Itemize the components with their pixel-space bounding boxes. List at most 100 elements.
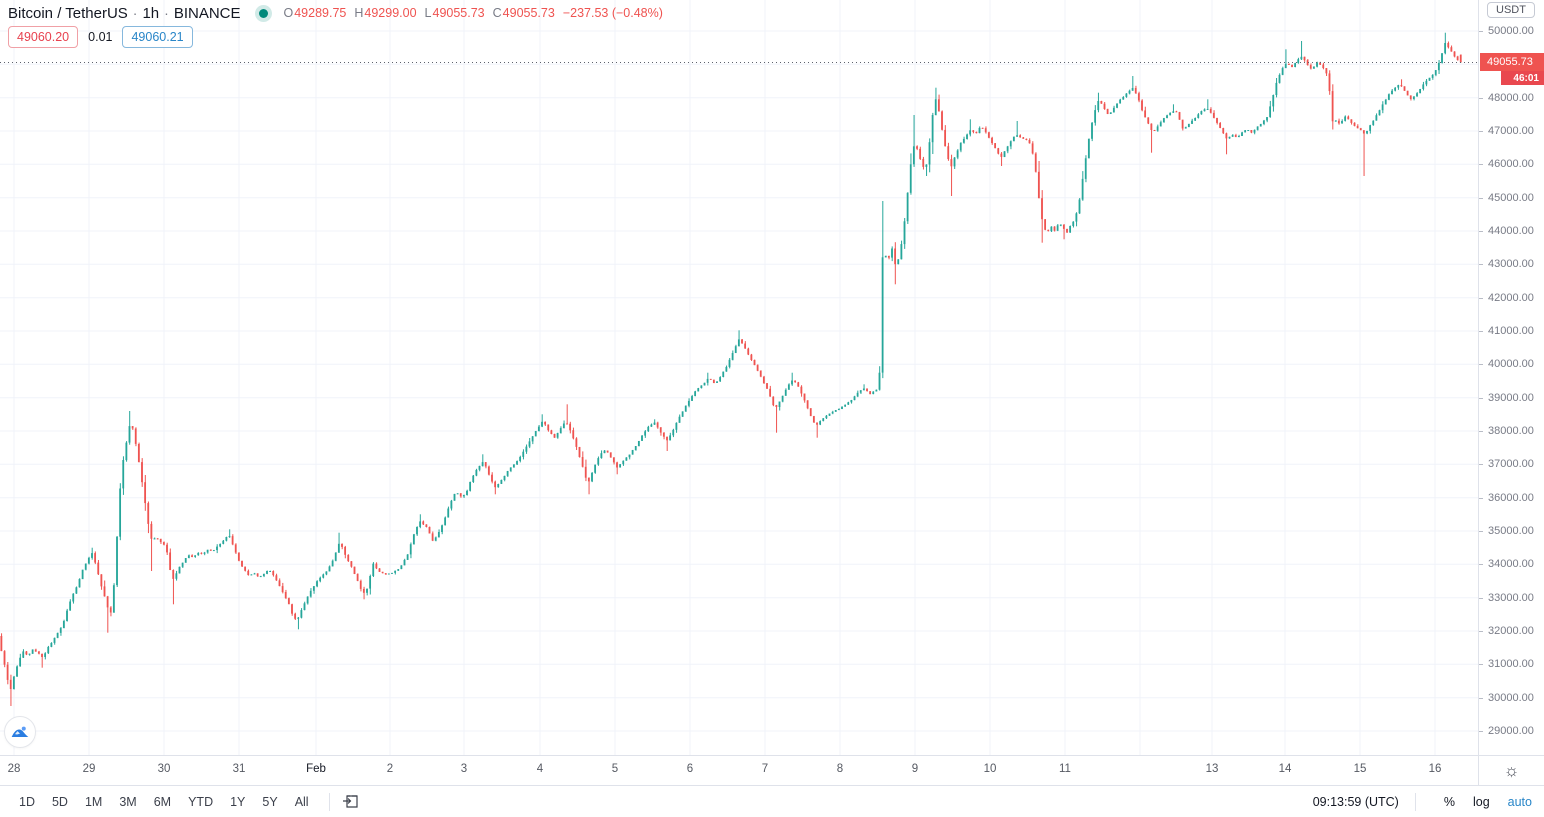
candlestick-chart[interactable] <box>0 0 1478 755</box>
range-button-1m[interactable]: 1M <box>84 794 103 809</box>
price-axis-tick <box>1479 498 1483 499</box>
time-axis-label: 11 <box>1059 763 1071 775</box>
legend-separator: · <box>164 5 169 21</box>
price-axis-label: 48000.00 <box>1488 92 1534 104</box>
close-value: 49055.73 <box>502 6 555 20</box>
price-axis-label: 37000.00 <box>1488 458 1534 470</box>
price-axis-label: 34000.00 <box>1488 558 1534 570</box>
time-axis-label: 2 <box>386 763 394 775</box>
log-scale-button[interactable]: log <box>1472 794 1490 809</box>
currency-toggle-button[interactable]: USDT <box>1487 2 1535 18</box>
price-axis-tick <box>1479 398 1483 399</box>
time-axis[interactable]: 28 29 30 31 Feb 2 3 4 5 6 7 8 9 10 11 13 14 15 16 <box>0 755 1478 785</box>
range-button-3m[interactable]: 3M <box>119 794 137 809</box>
price-axis-label: 41000.00 <box>1488 325 1534 337</box>
toolbar-divider <box>328 792 330 811</box>
time-axis-label: 8 <box>836 763 844 775</box>
price-axis-label: 38000.00 <box>1488 425 1534 437</box>
price-axis-tick <box>1479 631 1483 632</box>
price-axis-label: 43000.00 <box>1488 258 1534 270</box>
percent-scale-button[interactable]: % <box>1443 794 1455 809</box>
price-axis-label: 50000.00 <box>1488 25 1534 37</box>
price-axis-tick <box>1479 431 1483 432</box>
price-axis-tick <box>1479 164 1483 165</box>
time-axis-label: 13 <box>1205 763 1219 775</box>
time-display[interactable]: 09:13:59 (UTC) <box>1312 794 1399 809</box>
auto-scale-button[interactable]: auto <box>1507 794 1532 809</box>
candle-countdown-badge: 46:01 <box>1501 71 1544 85</box>
tradingview-logo-button[interactable] <box>4 716 36 748</box>
price-axis-label: 47000.00 <box>1488 125 1534 137</box>
price-axis-tick <box>1479 598 1483 599</box>
price-axis-tick <box>1479 364 1483 365</box>
symbol-title[interactable]: Bitcoin / TetherUS <box>8 4 128 22</box>
time-axis-label: 16 <box>1428 763 1442 775</box>
time-axis-label: 15 <box>1353 763 1367 775</box>
range-button-5d[interactable]: 5D <box>51 794 68 809</box>
calendar-arrow-icon <box>342 795 358 808</box>
price-axis-label: 42000.00 <box>1488 292 1534 304</box>
chart-pane[interactable] <box>0 0 1478 755</box>
time-axis-label: 4 <box>536 763 544 775</box>
price-axis-label: 29000.00 <box>1488 725 1534 737</box>
close-label: C <box>492 6 502 20</box>
price-axis-tick <box>1479 464 1483 465</box>
price-axis-tick <box>1479 298 1483 299</box>
price-axis-tick <box>1479 131 1483 132</box>
time-axis-label: 5 <box>611 763 619 775</box>
price-axis-label: 46000.00 <box>1488 158 1534 170</box>
open-value: 49289.75 <box>294 6 347 20</box>
price-axis-label: 35000.00 <box>1488 525 1534 537</box>
chart-settings-gear-icon[interactable]: ☼ <box>1503 761 1520 780</box>
range-button-1y[interactable]: 1Y <box>230 794 246 809</box>
time-axis-label: 31 <box>232 763 246 775</box>
price-axis-label: 30000.00 <box>1488 692 1534 704</box>
time-axis-label: 3 <box>460 763 468 775</box>
high-label: H <box>354 6 364 20</box>
price-axis-label: 45000.00 <box>1488 192 1534 204</box>
price-axis-label: 33000.00 <box>1488 592 1534 604</box>
low-value: 49055.73 <box>432 6 485 20</box>
open-label: O <box>283 6 294 20</box>
price-axis-tick <box>1479 698 1483 699</box>
market-status-dot-icon <box>258 8 268 18</box>
price-axis-label: 39000.00 <box>1488 392 1534 404</box>
sell-button[interactable]: 49060.20 <box>8 26 79 48</box>
buy-button[interactable]: 49060.21 <box>122 26 193 48</box>
price-axis-label: 32000.00 <box>1488 625 1534 637</box>
price-axis-tick <box>1479 531 1483 532</box>
price-axis-tick <box>1479 731 1483 732</box>
go-to-date-button[interactable] <box>342 793 359 810</box>
symbol-legend[interactable]: Bitcoin / TetherUS · 1h · BINANCE O 49289… <box>8 4 663 22</box>
time-axis-label: Feb <box>306 763 326 775</box>
price-axis-tick <box>1479 31 1483 32</box>
price-axis-label: 36000.00 <box>1488 492 1534 504</box>
price-axis[interactable]: USDT 49055.73 46:01 29000.00 30000.00 3100… <box>1478 0 1544 755</box>
bottom-toolbar: 1D 5D 1M 3M 6M YTD 1Y 5Y All 09:13:59 (UTC) % lo… <box>0 785 1544 817</box>
range-button-all[interactable]: All <box>294 794 309 809</box>
range-button-ytd[interactable]: YTD <box>188 794 214 809</box>
time-axis-label: 30 <box>157 763 171 775</box>
range-button-5y[interactable]: 5Y <box>262 794 278 809</box>
price-axis-label: 40000.00 <box>1488 358 1534 370</box>
price-axis-tick <box>1479 231 1483 232</box>
range-button-6m[interactable]: 6M <box>153 794 172 809</box>
change-value: −237.53 (−0.48%) <box>562 6 663 20</box>
time-axis-label: 29 <box>82 763 96 775</box>
last-price-badge: 49055.73 <box>1480 53 1544 71</box>
trade-buttons-row: 49060.20 0.01 49060.21 <box>8 26 193 48</box>
time-axis-label: 7 <box>761 763 769 775</box>
range-button-1d[interactable]: 1D <box>19 794 35 809</box>
price-axis-label: 31000.00 <box>1488 658 1534 670</box>
price-axis-tick <box>1479 664 1483 665</box>
exchange-label: BINANCE <box>173 4 241 22</box>
time-axis-label: 6 <box>686 763 694 775</box>
high-value: 49299.00 <box>364 6 417 20</box>
mountain-logo-icon <box>11 726 29 737</box>
ohlc-values: O 49289.75 H 49299.00 L 49055.73 C 49055.73 … <box>284 6 663 20</box>
price-axis-tick <box>1479 331 1483 332</box>
interval-label[interactable]: 1h <box>142 4 160 22</box>
spread-value: 0.01 <box>88 30 113 44</box>
time-axis-label: 14 <box>1278 763 1292 775</box>
